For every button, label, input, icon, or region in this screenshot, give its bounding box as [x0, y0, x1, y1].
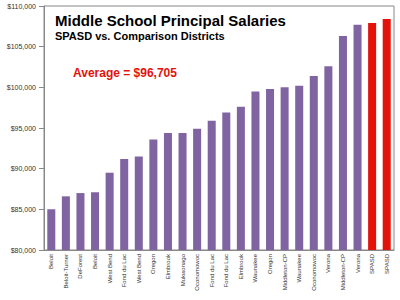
svg-text:SPASD: SPASD	[369, 253, 375, 274]
svg-text:Waunakee: Waunakee	[296, 253, 302, 282]
svg-text:DeForest: DeForest	[77, 254, 83, 279]
svg-text:$85,000: $85,000	[11, 206, 36, 213]
svg-text:Mukwonago: Mukwonago	[180, 253, 186, 286]
svg-text:Fond du Lac: Fond du Lac	[121, 254, 127, 287]
svg-text:Beloit-Turner: Beloit-Turner	[63, 254, 69, 288]
svg-text:$110,000: $110,000	[7, 3, 36, 10]
svg-text:$80,000: $80,000	[11, 247, 36, 254]
svg-text:$100,000: $100,000	[7, 84, 36, 91]
svg-text:Verona: Verona	[325, 253, 331, 273]
svg-text:Beloit: Beloit	[92, 254, 98, 269]
svg-text:Beloit: Beloit	[48, 254, 54, 269]
svg-text:SPASD vs. Comparison Districts: SPASD vs. Comparison Districts	[55, 30, 225, 42]
svg-text:$95,000: $95,000	[11, 125, 36, 132]
svg-text:Average = $96,705: Average = $96,705	[73, 66, 177, 80]
svg-text:Oregon: Oregon	[267, 254, 273, 274]
svg-text:Verona: Verona	[355, 253, 361, 273]
svg-text:SPASD: SPASD	[384, 253, 390, 274]
svg-text:Middleton-CP: Middleton-CP	[340, 254, 346, 290]
svg-text:Oconomowoc: Oconomowoc	[311, 254, 317, 291]
svg-text:Elmbrook: Elmbrook	[238, 253, 244, 279]
svg-text:Waunakee: Waunakee	[252, 253, 258, 282]
svg-text:Middleton-CP: Middleton-CP	[282, 254, 288, 290]
svg-text:$90,000: $90,000	[11, 165, 36, 172]
svg-text:Fond du Lac: Fond du Lac	[223, 254, 229, 287]
svg-text:$105,000: $105,000	[7, 43, 36, 50]
svg-text:West Bend: West Bend	[107, 254, 113, 283]
svg-text:Oconomowoc: Oconomowoc	[194, 254, 200, 291]
svg-text:Oregon: Oregon	[150, 254, 156, 274]
svg-text:Elmbrook: Elmbrook	[165, 253, 171, 279]
svg-text:Middle School Principal Salari: Middle School Principal Salaries	[55, 12, 286, 29]
svg-text:Fond du Lac: Fond du Lac	[209, 254, 215, 287]
svg-text:West Bend: West Bend	[136, 254, 142, 283]
